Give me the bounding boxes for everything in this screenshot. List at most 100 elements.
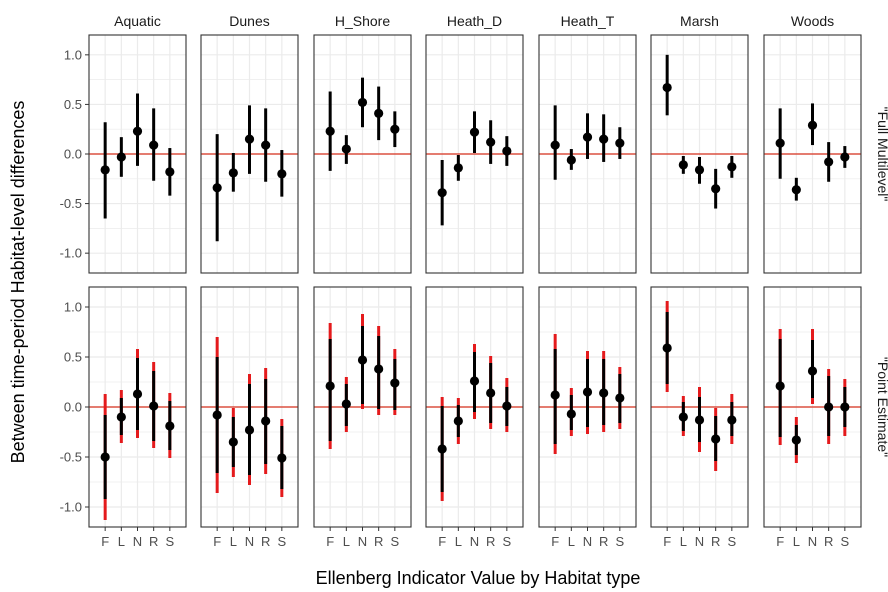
point-estimate-N [469, 376, 480, 386]
strip-dunes [201, 9, 298, 34]
point-estimate-F [212, 410, 222, 420]
point-estimate-L [228, 168, 238, 178]
x-tick-label-F: F [776, 534, 784, 549]
point-estimate-R [149, 401, 159, 411]
point-estimate-L [341, 144, 351, 154]
point-estimate-F [550, 140, 560, 150]
point-estimate-N [357, 97, 368, 108]
point-estimate-L [341, 399, 351, 409]
panel-border [763, 34, 862, 274]
point-estimate-L [678, 160, 688, 170]
x-tick-label-R: R [261, 534, 270, 549]
y-axis-title: Between time-period Habitat-level differ… [8, 101, 28, 464]
point-estimate-R [824, 402, 834, 412]
point-estimate-L [566, 155, 576, 165]
point-estimate-R [599, 134, 609, 144]
strip-heath_d [426, 9, 523, 34]
x-tick-label-F: F [213, 534, 221, 549]
panel-heath_d-row2 [425, 286, 524, 528]
x-tick-label-L: L [118, 534, 125, 549]
point-estimate-L [453, 416, 463, 426]
panel-border [650, 34, 749, 274]
point-estimate-R [824, 157, 834, 167]
point-estimate-R [486, 388, 496, 398]
point-estimate-S [277, 453, 287, 463]
x-tick-label-S: S [277, 534, 286, 549]
x-tick-label-L: L [568, 534, 575, 549]
x-tick-label-L: L [793, 534, 800, 549]
panel-border [425, 34, 524, 274]
panel-dunes-row2 [200, 286, 299, 528]
point-estimate-F [100, 452, 110, 462]
point-estimate-R [711, 184, 721, 194]
x-tick-label-F: F [101, 534, 109, 549]
x-tick-label-N: N [695, 534, 704, 549]
panel-border [538, 34, 637, 274]
x-tick-label-L: L [230, 534, 237, 549]
x-tick-label-F: F [438, 534, 446, 549]
point-estimate-S [390, 124, 400, 134]
x-tick-label-L: L [343, 534, 350, 549]
point-estimate-R [374, 364, 384, 374]
strip-marsh [651, 9, 748, 34]
point-estimate-L [791, 435, 801, 445]
point-estimate-F [775, 381, 785, 391]
y-tick-label: -1.0 [60, 246, 82, 261]
strip-woods [764, 9, 861, 34]
panel-border [200, 34, 299, 274]
point-estimate-N [357, 355, 368, 365]
point-estimate-R [486, 137, 496, 147]
point-estimate-N [132, 389, 143, 399]
point-estimate-S [165, 167, 175, 177]
point-estimate-N [694, 165, 705, 175]
point-estimate-L [566, 409, 576, 419]
point-estimate-S [165, 421, 175, 431]
point-estimate-L [228, 437, 238, 447]
point-estimate-F [437, 444, 447, 454]
row-labels: "Full Multilevel" "Point Estimate" [875, 107, 888, 458]
x-tick-label-S: S [615, 534, 624, 549]
strip-label-woods: Woods [791, 13, 834, 29]
y-tick-label: 0.0 [64, 400, 82, 415]
panel-heath_t-row1 [538, 34, 637, 274]
x-tick-label-L: L [455, 534, 462, 549]
panel-h_shore-row1 [313, 34, 412, 274]
panel-heath_d-row1 [425, 34, 524, 274]
panel-aquatic-row1 [88, 34, 187, 274]
y-tick-label: -0.5 [60, 450, 82, 465]
x-tick-label-S: S [840, 534, 849, 549]
x-tick-label-R: R [599, 534, 608, 549]
x-tick-label-S: S [727, 534, 736, 549]
panel-dunes-row1 [200, 34, 299, 274]
y-tick-label: 1.0 [64, 300, 82, 315]
point-estimate-F [662, 82, 672, 93]
row-label-1: "Full Multilevel" [875, 107, 888, 202]
x-tick-label-L: L [680, 534, 687, 549]
strip-label-heath_d: Heath_D [447, 13, 502, 29]
point-estimate-N [469, 127, 480, 137]
point-estimate-N [694, 415, 705, 425]
row-label-2: "Point Estimate" [875, 357, 888, 457]
point-estimate-L [116, 412, 126, 422]
point-estimate-F [100, 165, 110, 175]
panel-marsh-row2 [650, 286, 749, 528]
panels-layer [88, 34, 862, 528]
y-tick-label: -0.5 [60, 196, 82, 211]
point-estimate-S [840, 402, 850, 412]
point-estimate-L [116, 152, 126, 162]
point-estimate-L [453, 163, 463, 173]
strip-label-aquatic: Aquatic [114, 13, 161, 29]
x-tick-label-F: F [326, 534, 334, 549]
point-estimate-S [502, 401, 512, 411]
point-estimate-F [437, 188, 447, 198]
point-estimate-R [711, 434, 721, 444]
habitat-strips: Aquatic Dunes H_Shore Heath_D Heath_T Marsh Wo… [89, 9, 861, 34]
x-tick-label-N: N [133, 534, 142, 549]
point-estimate-S [727, 162, 737, 172]
point-estimate-S [502, 146, 512, 156]
x-tick-label-R: R [711, 534, 720, 549]
point-estimate-S [615, 138, 625, 148]
point-estimate-F [325, 126, 335, 136]
point-estimate-F [550, 390, 560, 400]
